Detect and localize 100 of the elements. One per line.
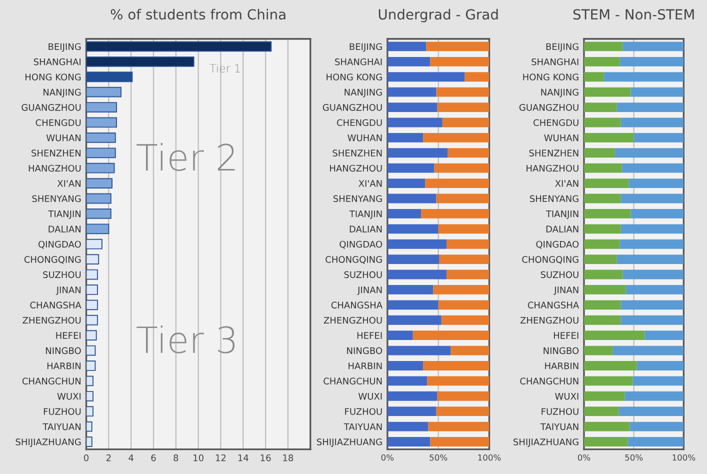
y-tick-label: NANJING (541, 88, 578, 98)
y-tick-label: BEIJING (546, 43, 578, 52)
bar (430, 437, 490, 446)
bar (387, 300, 438, 310)
bar (86, 345, 96, 356)
bar (626, 285, 684, 294)
y-tick-label: FUZHOU (345, 408, 382, 415)
bar (439, 254, 490, 264)
y-tick-label: XI'AN (57, 180, 81, 187)
bar (387, 391, 438, 401)
bar (387, 361, 424, 370)
bar (584, 239, 620, 249)
y-tick-label: WUHAN (348, 134, 382, 142)
y-tick-label: TIANJIN (546, 210, 578, 219)
y-tick-label: CHANGCHUN (22, 378, 81, 384)
bar (584, 118, 621, 128)
bar (584, 42, 623, 52)
bar (86, 406, 94, 417)
x-tick-label: 50% (430, 454, 448, 461)
bar (86, 300, 98, 310)
bar (86, 72, 133, 82)
x-tick-label: 10 (194, 454, 204, 462)
y-tick-label: GUANGZHOU (22, 104, 81, 111)
bar (436, 194, 490, 204)
bar (584, 72, 604, 82)
bar (612, 346, 684, 356)
bar (446, 270, 490, 280)
bar (634, 132, 684, 142)
y-tick-label: HANGZHOU (330, 164, 382, 172)
bar (387, 163, 434, 173)
bar (584, 361, 637, 370)
y-tick-label: TIANJIN (349, 210, 382, 219)
y-tick-label: DALIAN (350, 226, 382, 232)
bar (584, 148, 615, 158)
bar (584, 422, 630, 432)
bar (584, 437, 628, 446)
bar (86, 284, 98, 295)
y-tick-label: QINGDAO (38, 240, 81, 249)
x-tick-label: 18 (283, 454, 294, 462)
bar (584, 330, 645, 340)
bar (584, 254, 617, 264)
bar (387, 208, 422, 218)
bar (86, 193, 112, 204)
y-tick-label: NANJING (344, 88, 382, 98)
bar (387, 148, 448, 158)
y-tick-label: HANGZHOU (28, 164, 81, 172)
bar (436, 87, 490, 97)
bar (620, 300, 684, 310)
y-tick-label: CHANGCHUN (324, 378, 382, 384)
y-tick-label: WUHAN (544, 134, 578, 142)
y-tick-label: FUZHOU (44, 408, 81, 415)
bar (425, 178, 490, 188)
bar (620, 224, 684, 234)
bar (438, 224, 490, 234)
x-tick-label: 2 (106, 454, 111, 462)
x-tick-label: 14 (238, 454, 248, 462)
y-tick-label: HEFEI (56, 332, 81, 339)
bar (430, 56, 490, 66)
bar (387, 239, 446, 249)
y-tick-label: XI'AN (358, 180, 382, 187)
y-tick-label: SHENYANG (32, 195, 81, 202)
y-tick-label: CHANGSHA (331, 302, 382, 308)
y-tick-label: SHIJIAZHUANG (16, 438, 81, 447)
x-tick-label: 6 (151, 454, 156, 462)
bar (464, 72, 490, 82)
bar (387, 132, 424, 142)
y-tick-label: HARBIN (348, 362, 382, 370)
bar (387, 194, 436, 204)
bar (86, 162, 115, 174)
bar (387, 437, 430, 446)
y-tick-label: NANJING (44, 88, 81, 98)
bar (86, 238, 102, 250)
bar (584, 224, 621, 234)
bar (584, 87, 631, 97)
bar (86, 148, 116, 158)
y-tick-label: TAIYUAN (344, 423, 382, 430)
bar (387, 102, 438, 112)
bar (437, 391, 490, 401)
bar (584, 132, 634, 142)
bar (387, 406, 436, 416)
y-tick-label: CHONGQING (326, 256, 382, 264)
y-tick-label: SHENZHEN (529, 150, 578, 156)
y-tick-label: HEFEI (357, 332, 382, 339)
y-tick-label: WUXI (358, 392, 382, 400)
y-tick-label: TAIYUAN (42, 423, 81, 430)
bar (428, 422, 490, 432)
bar (584, 194, 621, 204)
bar (448, 148, 490, 158)
y-tick-label: GUANGZHOU (519, 104, 578, 111)
y-tick-label: CHONGQING (24, 256, 81, 264)
bar (387, 346, 451, 356)
bar (387, 376, 428, 386)
y-tick-label: ZHENGZHOU (520, 316, 578, 324)
bar (387, 178, 426, 188)
y-tick-label: WUXI (555, 392, 578, 400)
y-tick-label: SHANGHAI (34, 58, 81, 66)
bar (86, 132, 116, 143)
bar (423, 361, 490, 370)
y-tick-label: CHANGCHUN (520, 378, 578, 384)
y-tick-label: TAIYUAN (540, 423, 578, 430)
